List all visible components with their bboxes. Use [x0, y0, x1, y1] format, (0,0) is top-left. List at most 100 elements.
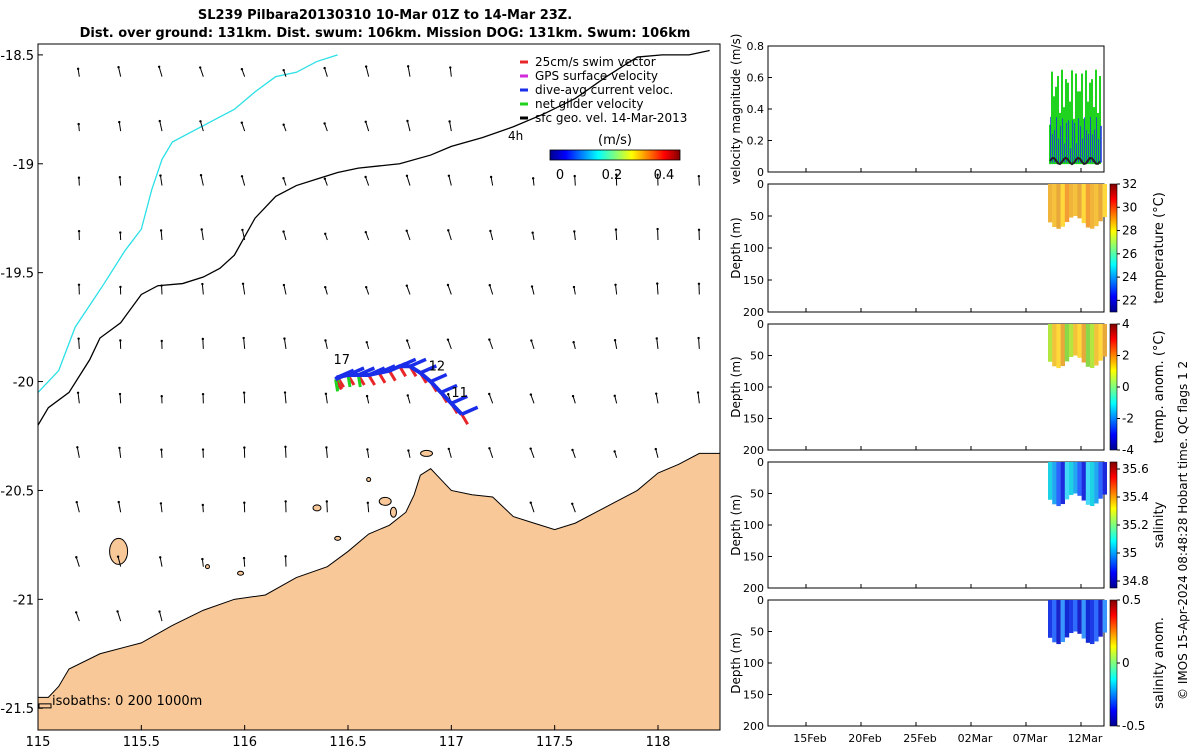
geo-velocity-arrow — [200, 121, 204, 132]
map-x-tick-label: 118 — [646, 735, 671, 750]
geo-velocity-arrowhead — [488, 447, 491, 450]
panel-4-colorbar-tick-label: 35 — [1122, 546, 1137, 560]
caption-text: © IMOS 15-Apr-2024 08:48:28 Hobart time.… — [1176, 360, 1190, 700]
geo-velocity-arrowhead — [323, 122, 326, 125]
geo-velocity-arrowhead — [158, 610, 161, 613]
geo-velocity-arrow — [326, 501, 328, 513]
geo-velocity-arrowhead — [448, 120, 451, 123]
map-x-tick-label: 115 — [26, 735, 51, 750]
island — [420, 449, 434, 457]
date-tick-label: 12Mar — [1068, 732, 1103, 745]
geo-velocity-arrowhead — [116, 610, 119, 613]
geo-velocity-arrowhead — [118, 446, 121, 450]
geo-velocity-arrowhead — [201, 557, 204, 561]
island — [312, 504, 322, 512]
geo-velocity-arrowhead — [74, 611, 78, 614]
geo-velocity-arrow — [532, 232, 535, 241]
geo-velocity-arrowhead — [365, 394, 369, 398]
geo-velocity-arrow — [489, 230, 494, 241]
map-x-tick-label: 116.5 — [329, 735, 366, 750]
geo-velocity-arrow — [159, 120, 163, 132]
geo-velocity-arrow — [243, 392, 246, 404]
geo-velocity-arrowhead — [697, 336, 700, 340]
panel-2-y-tick-label: 50 — [750, 210, 764, 223]
map-x-tick-label: 117 — [439, 735, 464, 750]
geo-velocity-arrowhead — [655, 337, 658, 340]
geo-velocity-arrow — [159, 175, 163, 186]
track-annotation-label: 12 — [429, 360, 446, 375]
geo-velocity-arrow — [160, 449, 163, 458]
geo-velocity-arrowhead — [615, 173, 618, 176]
geo-velocity-arrowhead — [75, 556, 78, 559]
geo-velocity-arrowhead — [447, 447, 450, 451]
panel-3-colorbar-tick-label: -2 — [1122, 412, 1134, 426]
panel-5-y-tick-label: 50 — [750, 626, 764, 639]
geo-velocity-arrowhead — [571, 502, 574, 505]
panel-3-colorbar-tick-label: -4 — [1122, 443, 1134, 457]
map-colorbar-tick-label: 0.2 — [602, 168, 623, 183]
geo-velocity-arrowhead — [364, 230, 367, 234]
geo-velocity-arrow — [324, 340, 328, 349]
geo-velocity-arrow — [447, 284, 452, 295]
panel-4-colorbar-tick-label: 34.8 — [1122, 574, 1149, 588]
geo-velocity-arrow — [488, 448, 494, 458]
geo-velocity-arrow — [447, 230, 452, 241]
panel-4-heatmap-cell — [1056, 462, 1061, 507]
geo-velocity-arrow — [160, 503, 163, 513]
geo-velocity-arrowhead — [489, 175, 493, 179]
geo-velocity-arrow — [241, 68, 246, 77]
dive-avg-current-vector — [409, 357, 427, 368]
panel-5-heatmap-cell — [1077, 600, 1082, 634]
velocity-sfc-line — [1049, 156, 1101, 166]
geo-velocity-arrow — [119, 394, 122, 404]
geo-velocity-arrowhead — [117, 500, 120, 504]
panel-4-heatmap-cell — [1081, 462, 1086, 501]
geo-velocity-arrowhead — [77, 283, 81, 287]
geo-velocity-arrow — [202, 504, 204, 513]
geo-velocity-arrow — [573, 286, 576, 295]
geo-velocity-arrow — [324, 67, 328, 77]
geo-velocity-arrowhead — [697, 174, 701, 178]
geo-velocity-arrowhead — [282, 283, 286, 287]
geo-velocity-arrowhead — [118, 175, 122, 179]
geo-velocity-arrowhead — [76, 67, 80, 71]
map-plot-area — [38, 49, 720, 730]
geo-velocity-arrow — [656, 283, 659, 295]
geo-velocity-arrowhead — [530, 339, 533, 342]
geo-velocity-arrowhead — [77, 122, 80, 126]
geo-velocity-arrowhead — [325, 500, 329, 503]
geo-velocity-arrow — [532, 178, 535, 186]
geo-velocity-arrow — [530, 448, 535, 458]
geo-velocity-arrow — [75, 612, 80, 622]
geo-velocity-arrow — [77, 68, 80, 77]
chart-title-line-2: Dist. over ground: 131km. Dist. swum: 10… — [79, 26, 691, 41]
panel-3-colorbar-tick-label: 4 — [1122, 317, 1130, 331]
island — [109, 537, 129, 565]
date-tick-label: 20Feb — [848, 732, 881, 745]
geo-velocity-arrow — [530, 502, 535, 513]
panel-3-heatmap-cell — [1085, 324, 1091, 367]
geo-velocity-arrow — [614, 340, 618, 349]
panel-3-heatmap-cell — [1098, 324, 1103, 361]
geo-velocity-arrow — [406, 175, 411, 186]
geo-velocity-arrowhead — [201, 448, 205, 451]
geo-velocity-arrow — [615, 284, 618, 295]
panel-4-heatmap-cell — [1052, 462, 1057, 505]
geo-velocity-arrow — [572, 395, 576, 404]
geo-velocity-arrowhead — [696, 391, 700, 394]
panel-5-colorbar — [1109, 599, 1118, 727]
geo-velocity-arrowhead — [614, 228, 618, 231]
geo-velocity-arrowhead — [76, 391, 80, 394]
track-annotation-label: 17 — [334, 353, 351, 368]
geo-velocity-arrow — [77, 392, 80, 404]
panel-5-heatmap-cell — [1048, 600, 1053, 638]
dive-avg-current-vector — [429, 372, 448, 384]
geo-velocity-arrowhead — [201, 282, 204, 286]
geo-velocity-arrowhead — [531, 231, 534, 234]
island — [334, 535, 342, 541]
panel-2-colorbar-tick-label: 30 — [1122, 200, 1137, 214]
panel-4-y-axis-label: Depth (m) — [730, 494, 743, 555]
geo-velocity-arrowhead — [160, 395, 163, 398]
geo-velocity-arrow — [201, 559, 204, 567]
geo-velocity-arrow — [199, 67, 204, 77]
